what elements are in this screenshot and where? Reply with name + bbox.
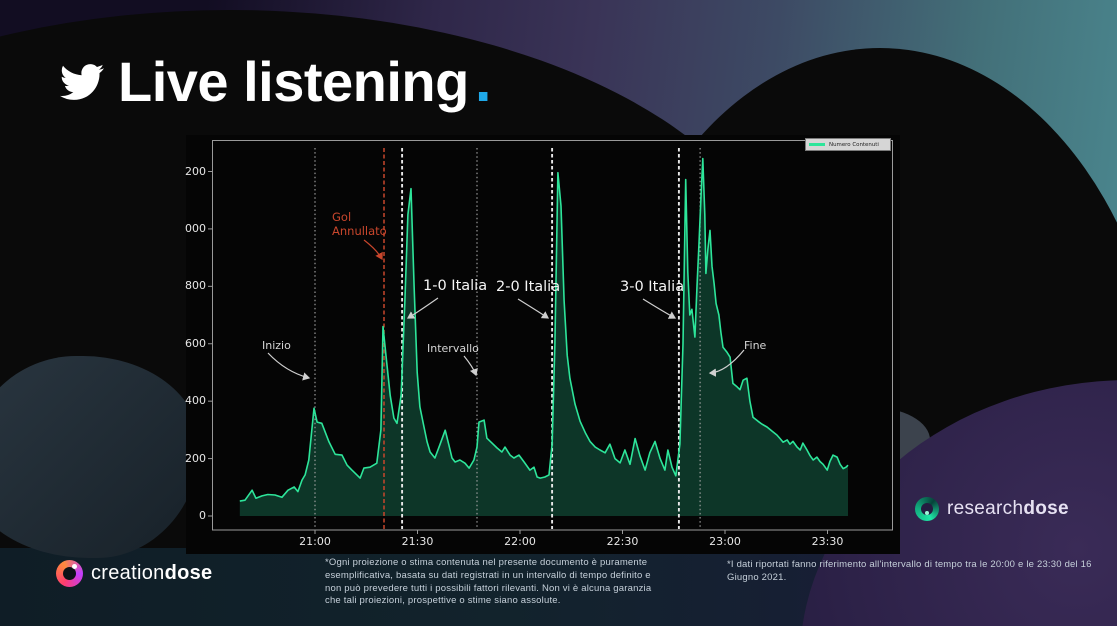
x-tick-label: 21:30 [401, 535, 434, 548]
y-tick-label: 800 [185, 279, 206, 293]
annotation-2-0-italia: 2-0 Italia [496, 279, 561, 295]
title-accent-dot: . [474, 47, 492, 114]
annotation-arrow-5 [642, 298, 677, 319]
y-tick-label: 200 [185, 451, 206, 465]
annotation-arrow-4 [517, 298, 549, 319]
annotation-arrow-0 [267, 352, 311, 381]
annotation-gol-annullato: Gol Annullato [332, 210, 387, 239]
y-tick-label: 200 [185, 164, 206, 178]
page-title: Live listening. [118, 46, 492, 115]
chart-plot [208, 140, 893, 534]
page-title-text: Live listening [118, 50, 469, 113]
twitter-icon [60, 64, 104, 100]
researchdose-wordmark: researchdose [947, 498, 1069, 519]
creationdose-wordmark: creationdose [91, 562, 213, 584]
annotation-arrow-6 [708, 349, 745, 377]
series-line [239, 157, 849, 502]
researchdose-icon [915, 497, 939, 521]
background-blob-left [0, 356, 200, 558]
annotation-intervallo: Intervallo [427, 342, 479, 355]
annotation-inizio: Inizio [262, 339, 291, 352]
footnote-left: *Ogni proiezione o stima contenuta nel p… [325, 557, 652, 607]
x-tick-label: 23:30 [811, 535, 844, 548]
chart-legend: Numero Contenuti [805, 138, 891, 151]
creationdose-logo: creationdose [56, 560, 212, 587]
footnote-right: *I dati riportati fanno riferimento all'… [727, 559, 1092, 583]
plot-border [212, 140, 893, 531]
legend-swatch [809, 143, 825, 146]
y-tick-label: 600 [185, 336, 206, 350]
y-tick-label: 400 [185, 394, 206, 408]
annotation-arrow-1 [363, 239, 383, 261]
area-fill [239, 158, 849, 516]
researchdose-logo: researchdose [915, 497, 1069, 521]
x-tick-label: 22:00 [504, 535, 536, 548]
creationdose-icon [56, 560, 83, 587]
y-tick-label: 0 [199, 509, 206, 522]
annotation-3-0-italia: 3-0 Italia [620, 279, 685, 295]
y-tick-label: 000 [185, 221, 206, 235]
x-tick-label: 21:00 [299, 535, 331, 548]
x-tick-label: 23:00 [709, 535, 741, 548]
annotation-arrow-2 [406, 297, 439, 319]
annotation-arrow-3 [463, 355, 478, 377]
legend-label: Numero Contenuti [829, 141, 879, 148]
annotation-1-0-italia: 1-0 Italia [423, 278, 488, 294]
annotation-fine: Fine [744, 339, 767, 352]
x-tick-label: 22:30 [606, 535, 639, 548]
